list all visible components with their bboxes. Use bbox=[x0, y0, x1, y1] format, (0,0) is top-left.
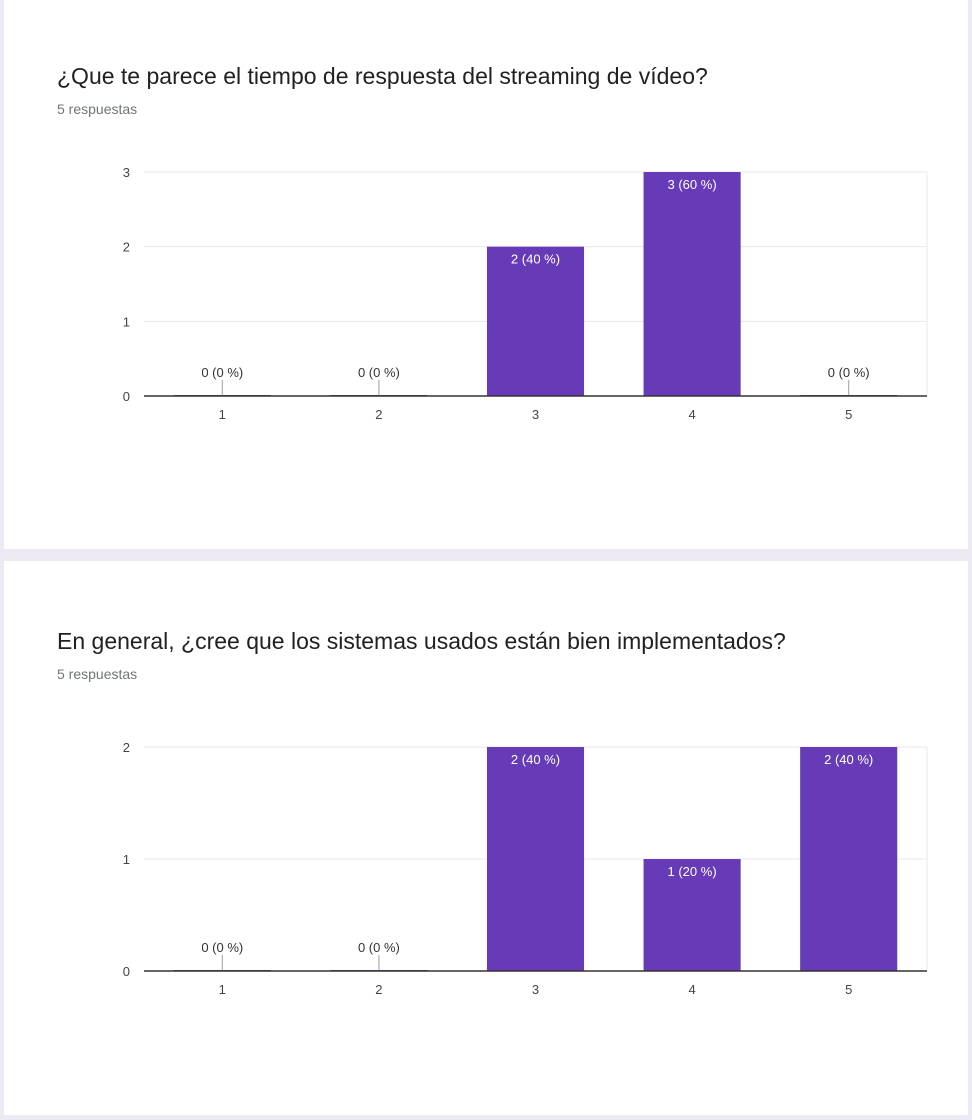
data-label: 2 (40 %) bbox=[824, 752, 873, 767]
data-label: 3 (60 %) bbox=[668, 177, 717, 192]
x-tick-label: 2 bbox=[375, 982, 382, 997]
x-tick-label: 1 bbox=[219, 407, 226, 422]
data-label: 2 (40 %) bbox=[511, 252, 560, 267]
y-tick-label: 2 bbox=[123, 740, 130, 755]
data-label: 0 (0 %) bbox=[201, 940, 243, 955]
y-tick-label: 2 bbox=[123, 240, 130, 255]
response-count: 5 respuestas bbox=[57, 666, 138, 682]
question-card-1: ¿Que te parece el tiempo de respuesta de… bbox=[4, 0, 968, 549]
bar-3 bbox=[486, 246, 585, 396]
y-tick-label: 1 bbox=[123, 852, 130, 867]
data-label: 2 (40 %) bbox=[511, 752, 560, 767]
data-label: 1 (20 %) bbox=[668, 864, 717, 879]
x-tick-label: 5 bbox=[845, 407, 852, 422]
data-label: 0 (0 %) bbox=[358, 365, 400, 380]
response-count: 5 respuestas bbox=[57, 101, 138, 117]
bar-chart-2: 0 1 2 0 (0 %) 1 0 (0 %) 2 2 (40 %) 3 1 (20 %) 4 2 (… bbox=[123, 740, 928, 997]
question-card-2: En general, ¿cree que los sistemas usado… bbox=[4, 561, 968, 1115]
x-tick-label: 3 bbox=[532, 982, 539, 997]
bar-4 bbox=[643, 859, 741, 971]
x-tick-label: 4 bbox=[688, 982, 695, 997]
x-tick-label: 2 bbox=[375, 407, 382, 422]
bar-3 bbox=[486, 747, 585, 971]
data-label: 0 (0 %) bbox=[828, 365, 870, 380]
y-tick-label: 0 bbox=[123, 964, 130, 979]
bar-chart-1: 0 1 2 3 0 (0 %) 1 0 (0 %) 2 2 (40 %) 3 3 (60 %) 4 0 … bbox=[123, 165, 928, 422]
question-title: ¿Que te parece el tiempo de respuesta de… bbox=[57, 63, 708, 89]
bar-5 bbox=[800, 747, 898, 971]
data-label: 0 (0 %) bbox=[358, 940, 400, 955]
data-label: 0 (0 %) bbox=[201, 365, 243, 380]
x-tick-label: 4 bbox=[688, 407, 695, 422]
y-tick-label: 0 bbox=[123, 389, 130, 404]
y-tick-label: 1 bbox=[123, 314, 130, 329]
bar-4 bbox=[643, 172, 741, 396]
y-tick-label: 3 bbox=[123, 165, 130, 180]
x-tick-label: 3 bbox=[532, 407, 539, 422]
question-title: En general, ¿cree que los sistemas usado… bbox=[57, 628, 786, 654]
x-tick-label: 1 bbox=[219, 982, 226, 997]
x-tick-label: 5 bbox=[845, 982, 852, 997]
